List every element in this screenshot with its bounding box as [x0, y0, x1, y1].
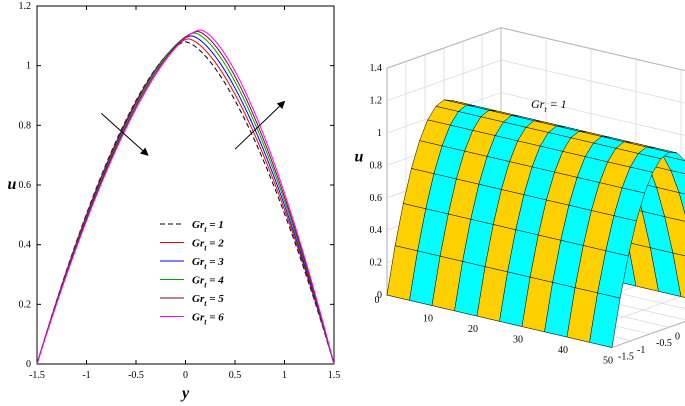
- depth-tick-label: 0: [375, 295, 380, 306]
- z-tick-label: 0: [377, 290, 382, 301]
- series-line-gr-3: [36, 35, 335, 365]
- depth-tick-label: 40: [558, 345, 568, 356]
- surface-patch: [672, 252, 685, 298]
- series-line-gr-2: [36, 38, 335, 365]
- series-line-gr-6: [36, 29, 335, 365]
- trend-arrow: [234, 100, 286, 150]
- gr-annotation: Grt = 1: [531, 97, 567, 114]
- z-tick-label: 0.6: [370, 193, 383, 204]
- y-axis-label: u: [8, 176, 17, 193]
- velocity-surface-chart: 00.20.40.60.811.21.4-1.5-1-0.500.511.510…: [355, 27, 685, 367]
- series-line-gr-1: [36, 41, 335, 365]
- depth-tick-label: 50: [603, 356, 613, 367]
- z-tick-label: 0.8: [370, 160, 383, 171]
- x-tick-label: -1: [82, 370, 90, 381]
- x-tick-label: -1.5: [29, 370, 45, 381]
- z-axis-label: u: [355, 148, 364, 165]
- plot-frame: [36, 5, 335, 365]
- y-tick-label: -1: [637, 345, 645, 356]
- z-tick-label: 0.2: [370, 258, 383, 269]
- surface-patch: [589, 292, 621, 348]
- y-tick-label: 0.2: [19, 299, 32, 310]
- x-tick-label: 1: [282, 370, 287, 381]
- legend-label-gr-1: Grt = 1: [192, 219, 224, 234]
- legend-label-gr-3: Grt = 3: [192, 256, 224, 271]
- z-tick-label: 1.4: [370, 63, 383, 74]
- y-tick-label: 0.8: [19, 120, 32, 131]
- y-tick-label: -0.5: [656, 338, 672, 349]
- velocity-profile-chart: -1.5 -1 -0.5 0 0.5 1 1.5 0 0.2 0.4 0.6 0.8 1 1.2 y u Grt…: [8, 1, 341, 402]
- series-line-gr-4: [36, 32, 335, 365]
- z-tick-label: 0.4: [370, 225, 383, 236]
- x-tick-label: 0.5: [229, 370, 242, 381]
- surface-patch: [670, 170, 685, 195]
- y-tick-label: 1.2: [19, 1, 32, 12]
- depth-tick-label: 20: [468, 324, 478, 335]
- y-tick-label: -1.5: [618, 352, 634, 363]
- trend-arrow: [101, 113, 149, 156]
- x-tick-label: -0.5: [128, 370, 144, 381]
- series-line-gr-5: [36, 30, 335, 365]
- legend-label-gr-6: Grt = 6: [192, 312, 224, 327]
- z-tick-label: 1: [377, 128, 382, 139]
- depth-tick-label: 10: [423, 314, 433, 325]
- legend-label-gr-2: Grt = 2: [192, 238, 224, 253]
- depth-grid-line: [611, 321, 685, 348]
- legend-label-gr-4: Grt = 4: [192, 275, 224, 290]
- z-tick-label: 1.2: [370, 96, 383, 107]
- x-tick-label: 1.5: [328, 370, 341, 381]
- y-tick-label: 1: [26, 61, 31, 72]
- y-tick-label: 0.6: [19, 180, 32, 191]
- legend-label-gr-5: Grt = 5: [192, 293, 224, 308]
- x-axis-label: y: [180, 385, 190, 402]
- y-tick-label: 0: [675, 331, 680, 342]
- depth-tick-label: 30: [513, 335, 523, 346]
- y-tick-label: 0: [26, 359, 31, 370]
- x-tick-label: 0: [183, 370, 188, 381]
- y-tick-label: 0.4: [19, 240, 32, 251]
